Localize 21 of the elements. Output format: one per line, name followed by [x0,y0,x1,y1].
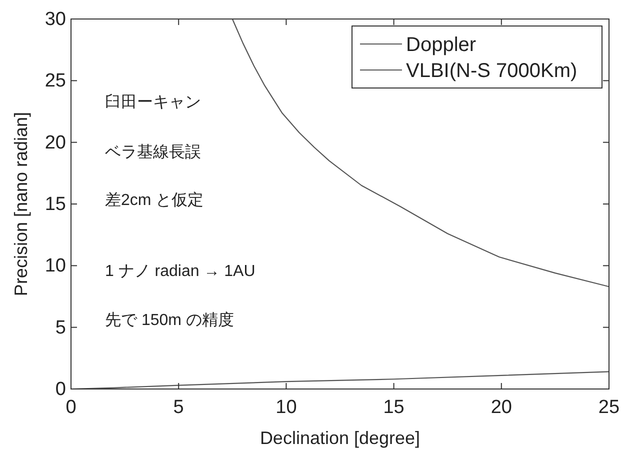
x-tick-label: 15 [383,397,404,418]
annotation: ベラ基線長誤 [105,143,201,161]
annotation: 先で 150m の精度 [105,311,234,329]
x-tick-label: 5 [173,397,184,418]
y-tick-label: 10 [44,256,66,277]
y-tick-label: 5 [55,317,66,338]
y-tick-label: 25 [44,70,66,92]
x-tick-label: 25 [598,397,620,418]
legend-label: VLBI(N-S 7000Km) [406,60,578,82]
annotation: 臼田ーキャン [105,93,201,111]
annotation: 1 ナノ radian → 1AU [105,263,256,280]
x-tick-label: 10 [276,397,297,418]
y-tick-label: 30 [44,9,66,30]
y-tick-label: 15 [44,194,66,215]
x-axis-title: Declination [degree] [260,428,420,448]
y-tick-label: 0 [55,379,66,400]
y-axis-title: Precision [nano radian] [11,112,31,296]
legend-label: Doppler [406,34,476,56]
annotation: 差2cm と仮定 [105,191,204,209]
x-tick-label: 20 [490,397,512,418]
y-tick-label: 20 [44,132,66,154]
